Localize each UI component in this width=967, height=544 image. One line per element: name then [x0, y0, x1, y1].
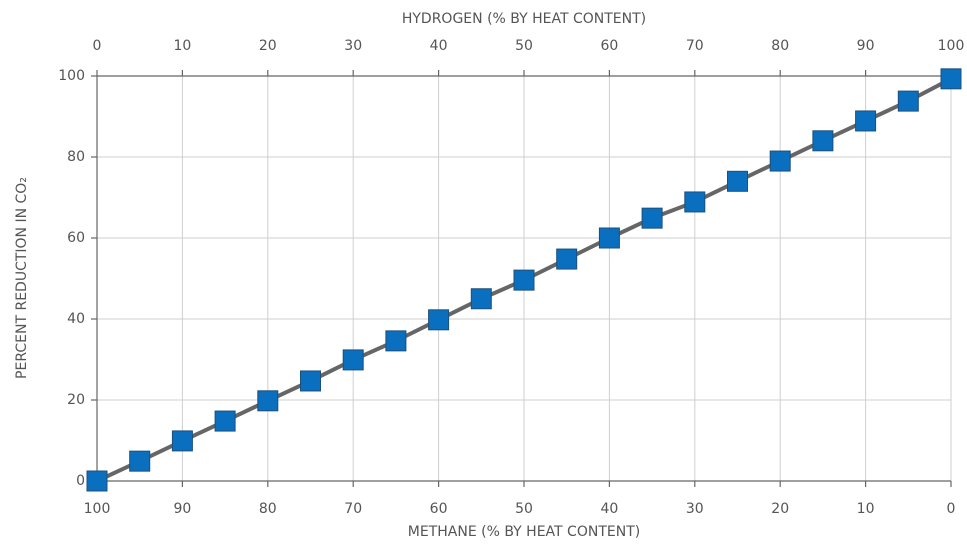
x-tick-label-top: 80 [771, 38, 789, 54]
marker [940, 68, 962, 90]
x-tick-label-top: 90 [857, 38, 875, 54]
x-tick-label-bottom: 10 [857, 501, 875, 517]
marker [342, 349, 364, 371]
x-tick-label-bottom: 30 [686, 501, 704, 517]
y-tick-label: 100 [58, 68, 85, 84]
marker [129, 450, 151, 472]
x-tick-label-top: 20 [259, 38, 277, 54]
x-tick-label-top: 60 [600, 38, 618, 54]
y-tick-label: 60 [67, 230, 85, 246]
x-tick-label-top: 40 [430, 38, 448, 54]
marker [727, 170, 748, 192]
x-tick-label-bottom: 80 [259, 501, 277, 517]
x-tick-label-bottom: 90 [173, 501, 191, 517]
marker [769, 150, 791, 172]
marker [385, 330, 407, 352]
x-axis-title-bottom: METHANE (% BY HEAT CONTENT) [408, 524, 640, 540]
marker [257, 390, 279, 412]
x-tick-label-top: 30 [344, 38, 362, 54]
marker [214, 410, 236, 432]
x-tick-label-top: 70 [686, 38, 704, 54]
marker [171, 430, 193, 452]
y-tick-label: 40 [67, 311, 85, 327]
x-tick-label-bottom: 50 [515, 501, 533, 517]
x-tick-label-bottom: 60 [430, 501, 448, 517]
marker [855, 110, 877, 132]
marker [428, 309, 450, 331]
marker [598, 227, 620, 249]
x-tick-label-top: 50 [515, 38, 533, 54]
marker [684, 191, 706, 213]
marker [556, 248, 578, 270]
y-axis-title: PERCENT REDUCTION IN CO₂ [14, 177, 30, 379]
marker [641, 207, 663, 229]
marker [897, 90, 919, 112]
x-tick-label-bottom: 40 [600, 501, 618, 517]
y-tick-label: 80 [67, 149, 85, 165]
x-tick-label-bottom: 0 [947, 501, 956, 517]
x-axis-title-top: HYDROGEN (% BY HEAT CONTENT) [402, 11, 646, 27]
x-tick-label-top: 100 [938, 38, 965, 54]
x-tick-label-top: 10 [173, 38, 191, 54]
marker [86, 470, 108, 492]
marker [300, 370, 321, 392]
x-tick-label-top: 0 [93, 38, 102, 54]
y-tick-label: 20 [67, 392, 85, 408]
x-tick-label-bottom: 100 [84, 501, 111, 517]
x-tick-label-bottom: 70 [344, 501, 362, 517]
x-tick-label-bottom: 20 [771, 501, 789, 517]
marker [513, 269, 535, 291]
marker [470, 288, 492, 310]
marker [812, 130, 834, 152]
y-tick-label: 0 [76, 473, 85, 489]
